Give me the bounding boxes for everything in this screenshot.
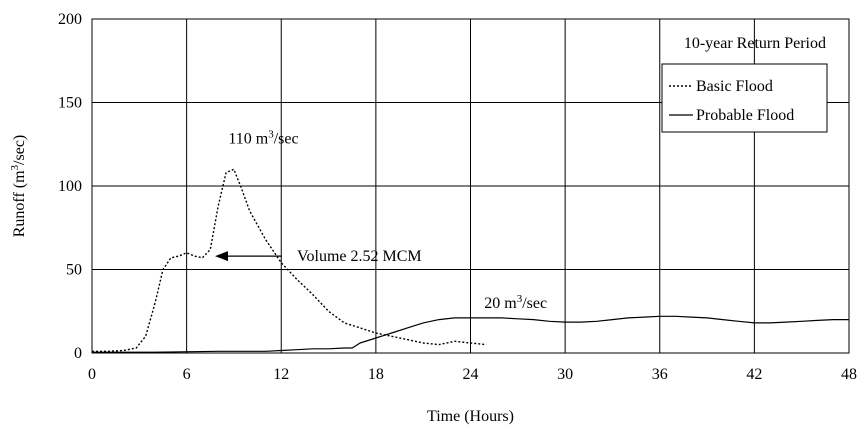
x-tick-label: 48 <box>841 366 857 383</box>
peak-probable-main: 20 m <box>484 295 517 312</box>
peak-label-probable-flood: 20 m3/sec <box>484 293 547 312</box>
peak-probable-superscript: 3 <box>517 293 523 305</box>
y-axis-label-main: Runoff (m <box>11 170 28 237</box>
y-tick-label: 50 <box>66 262 82 279</box>
y-axis-label-superscript: 3 <box>9 164 21 170</box>
x-tick-label: 18 <box>368 366 384 383</box>
y-axis-label: Runoff (m3/sec) <box>9 135 28 238</box>
return-period-label: 10-year Return Period <box>684 35 826 52</box>
peak-basic-unit: /sec <box>274 130 299 147</box>
x-tick-label: 24 <box>463 366 479 383</box>
series-lines <box>92 168 849 353</box>
series-line-probable-flood <box>92 315 849 353</box>
x-tick-label: 0 <box>88 366 96 383</box>
x-tick-label: 12 <box>273 366 289 383</box>
volume-arrow-head <box>215 251 229 262</box>
legend-entry-basic-flood: Basic Flood <box>696 78 773 95</box>
x-tick-label: 42 <box>746 366 762 383</box>
x-tick-label: 36 <box>652 366 668 383</box>
peak-probable-unit: /sec <box>522 295 547 312</box>
peak-label-basic-flood: 110 m3/sec <box>228 128 298 147</box>
peak-basic-main: 110 m <box>228 130 268 147</box>
volume-label: Volume 2.52 MCM <box>297 248 422 265</box>
peak-basic-superscript: 3 <box>268 128 274 140</box>
x-tick-label: 30 <box>557 366 573 383</box>
x-tick-label: 6 <box>183 366 191 383</box>
y-tick-label: 100 <box>58 178 82 195</box>
y-tick-label: 0 <box>74 345 82 362</box>
plot-frame <box>91 18 850 354</box>
y-tick-label: 200 <box>58 11 82 28</box>
tick-labels: 0 6 12 18 24 30 36 42 48 0 50 100 150 200 <box>58 11 857 383</box>
legend-box <box>661 63 828 133</box>
y-tick-label: 150 <box>58 95 82 112</box>
y-axis-label-unit: /sec) <box>11 135 28 165</box>
legend-entry-probable-flood: Probable Flood <box>696 107 794 124</box>
series-line-basic-flood <box>92 168 487 352</box>
legend: Basic Flood Probable Flood <box>661 63 828 133</box>
x-axis-label: Time (Hours) <box>427 408 514 425</box>
